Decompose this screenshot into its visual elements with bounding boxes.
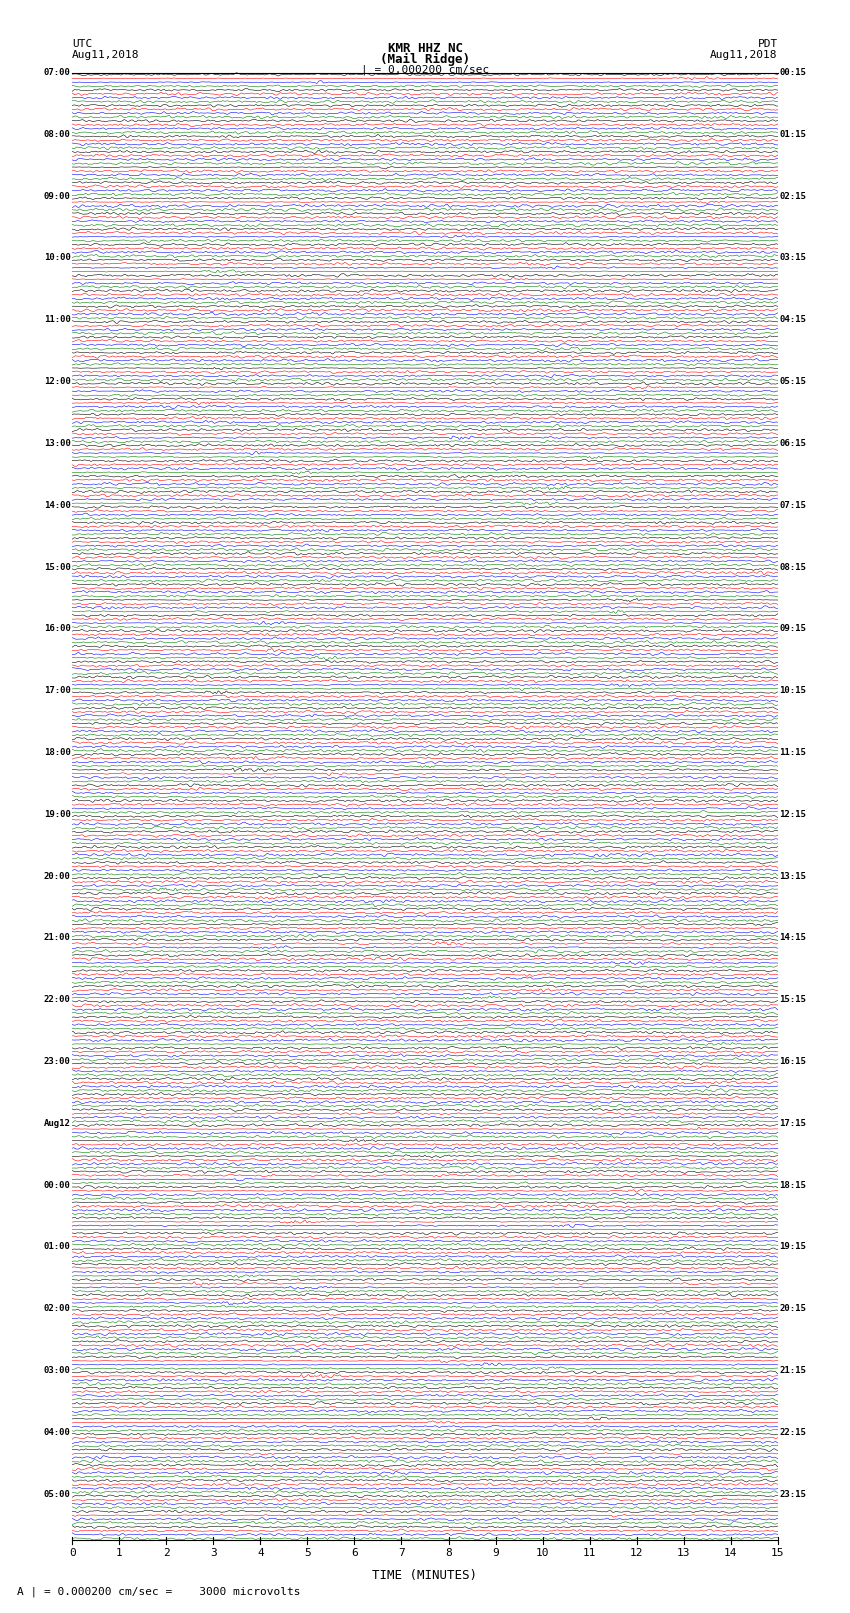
Text: 20:15: 20:15 bbox=[779, 1305, 807, 1313]
Text: 00:15: 00:15 bbox=[779, 68, 807, 77]
Text: 14: 14 bbox=[724, 1548, 738, 1558]
Text: 03:00: 03:00 bbox=[43, 1366, 71, 1374]
Text: 17:00: 17:00 bbox=[43, 686, 71, 695]
Text: 0: 0 bbox=[69, 1548, 76, 1558]
Text: 19:00: 19:00 bbox=[43, 810, 71, 819]
Text: 09:15: 09:15 bbox=[779, 624, 807, 634]
Text: 15:15: 15:15 bbox=[779, 995, 807, 1005]
Text: 16:00: 16:00 bbox=[43, 624, 71, 634]
Text: Aug11,2018: Aug11,2018 bbox=[72, 50, 139, 60]
Text: 23:15: 23:15 bbox=[779, 1489, 807, 1498]
Text: 1: 1 bbox=[116, 1548, 122, 1558]
Text: 10: 10 bbox=[536, 1548, 549, 1558]
Text: 22:00: 22:00 bbox=[43, 995, 71, 1005]
Text: 13:00: 13:00 bbox=[43, 439, 71, 448]
Text: 05:00: 05:00 bbox=[43, 1489, 71, 1498]
Text: 11:00: 11:00 bbox=[43, 315, 71, 324]
Text: 07:15: 07:15 bbox=[779, 500, 807, 510]
Text: Aug12: Aug12 bbox=[43, 1119, 71, 1127]
Text: UTC: UTC bbox=[72, 39, 93, 48]
Text: 11:15: 11:15 bbox=[779, 748, 807, 756]
Text: 6: 6 bbox=[351, 1548, 358, 1558]
Text: 10:00: 10:00 bbox=[43, 253, 71, 263]
Text: 16:15: 16:15 bbox=[779, 1057, 807, 1066]
Text: 13:15: 13:15 bbox=[779, 871, 807, 881]
Text: 13: 13 bbox=[677, 1548, 690, 1558]
Text: 04:15: 04:15 bbox=[779, 315, 807, 324]
Text: 19:15: 19:15 bbox=[779, 1242, 807, 1252]
Text: (Mail Ridge): (Mail Ridge) bbox=[380, 53, 470, 66]
Text: 15: 15 bbox=[771, 1548, 785, 1558]
Text: Aug11,2018: Aug11,2018 bbox=[711, 50, 778, 60]
Text: 9: 9 bbox=[492, 1548, 499, 1558]
Text: 20:00: 20:00 bbox=[43, 871, 71, 881]
Text: 3: 3 bbox=[210, 1548, 217, 1558]
Text: 21:00: 21:00 bbox=[43, 934, 71, 942]
Text: 14:00: 14:00 bbox=[43, 500, 71, 510]
Text: 12:15: 12:15 bbox=[779, 810, 807, 819]
Text: 15:00: 15:00 bbox=[43, 563, 71, 571]
Text: | = 0.000200 cm/sec: | = 0.000200 cm/sec bbox=[361, 65, 489, 76]
Text: 12:00: 12:00 bbox=[43, 377, 71, 386]
Text: PDT: PDT bbox=[757, 39, 778, 48]
Text: 5: 5 bbox=[304, 1548, 311, 1558]
Text: 07:00: 07:00 bbox=[43, 68, 71, 77]
Text: 14:15: 14:15 bbox=[779, 934, 807, 942]
Text: 23:00: 23:00 bbox=[43, 1057, 71, 1066]
Text: TIME (MINUTES): TIME (MINUTES) bbox=[372, 1569, 478, 1582]
Text: 08:00: 08:00 bbox=[43, 131, 71, 139]
Text: 22:15: 22:15 bbox=[779, 1428, 807, 1437]
Text: 18:15: 18:15 bbox=[779, 1181, 807, 1189]
Text: 01:15: 01:15 bbox=[779, 131, 807, 139]
Text: 05:15: 05:15 bbox=[779, 377, 807, 386]
Text: 01:00: 01:00 bbox=[43, 1242, 71, 1252]
Text: 02:15: 02:15 bbox=[779, 192, 807, 200]
Text: 00:00: 00:00 bbox=[43, 1181, 71, 1189]
Text: 11: 11 bbox=[583, 1548, 597, 1558]
Text: 09:00: 09:00 bbox=[43, 192, 71, 200]
Text: 8: 8 bbox=[445, 1548, 452, 1558]
Text: 4: 4 bbox=[257, 1548, 264, 1558]
Text: 17:15: 17:15 bbox=[779, 1119, 807, 1127]
Text: 03:15: 03:15 bbox=[779, 253, 807, 263]
Text: 12: 12 bbox=[630, 1548, 643, 1558]
Text: 04:00: 04:00 bbox=[43, 1428, 71, 1437]
Text: 10:15: 10:15 bbox=[779, 686, 807, 695]
Text: 7: 7 bbox=[398, 1548, 405, 1558]
Text: 21:15: 21:15 bbox=[779, 1366, 807, 1374]
Text: 2: 2 bbox=[163, 1548, 170, 1558]
Text: KMR HHZ NC: KMR HHZ NC bbox=[388, 42, 462, 55]
Text: A | = 0.000200 cm/sec =    3000 microvolts: A | = 0.000200 cm/sec = 3000 microvolts bbox=[17, 1586, 301, 1597]
Text: 18:00: 18:00 bbox=[43, 748, 71, 756]
Text: 06:15: 06:15 bbox=[779, 439, 807, 448]
Text: 02:00: 02:00 bbox=[43, 1305, 71, 1313]
Text: 08:15: 08:15 bbox=[779, 563, 807, 571]
